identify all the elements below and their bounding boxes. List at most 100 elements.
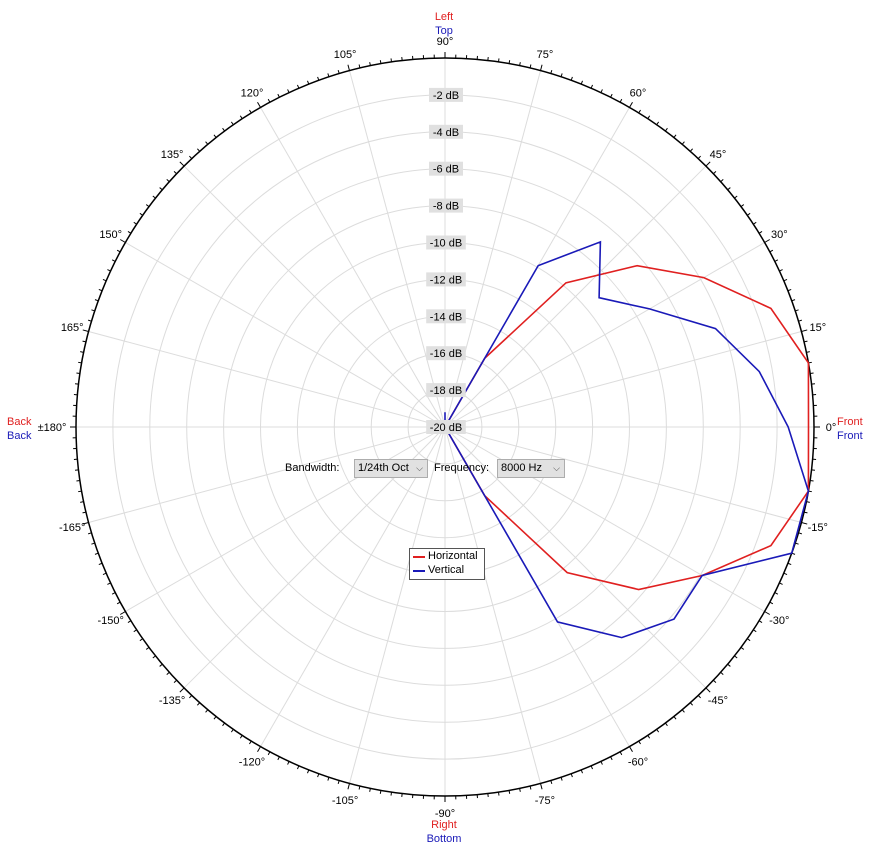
minor-tick [753,221,757,225]
radial-labels: -2 dB -4 dB -6 dB -8 dB -10 dB -12 dB -14 dB -1… [426,87,466,434]
frequency-dropdown[interactable]: 8000 Hz ⌵ [497,459,565,478]
major-tick [540,783,543,790]
radial-tick-label: -4 dB [433,127,459,139]
angle-tick-label: -120° [239,756,265,768]
radial-tick-label: -20 dB [430,422,462,434]
series-vertical [439,240,810,639]
minor-tick [769,249,774,253]
angle-tick-label: 105° [334,49,357,61]
grid-spoke [349,426,446,784]
minor-tick [803,511,808,514]
minor-tick [519,788,521,792]
chevron-down-icon: ⌵ [416,463,423,473]
radial-label-bg [429,161,463,176]
bandwidth-dropdown[interactable]: 1/24th Oct ⌵ [354,459,428,478]
minor-tick [166,671,170,676]
minor-tick [600,761,603,765]
minor-tick [297,765,300,770]
minor-tick [550,780,553,784]
radial-label-bg [426,420,466,434]
minor-tick [213,134,217,138]
minor-tick [369,62,371,66]
minor-tick [689,702,694,706]
direction-label: Front [837,416,863,428]
minor-tick [798,319,802,322]
minor-tick [713,679,717,683]
minor-tick [145,646,150,650]
minor-tick [753,629,757,633]
angle-tick-label: 165° [61,322,84,334]
minor-tick [327,73,330,77]
minor-tick [795,309,799,312]
minor-tick [560,73,563,77]
minor-tick [727,663,731,667]
minor-tick [795,542,799,545]
minor-tick [98,289,103,292]
grid-spoke [444,426,707,689]
grid [75,57,815,797]
radial-tick-label: -12 dB [430,274,462,286]
grid-spoke [88,331,446,428]
minor-tick [205,709,209,713]
minor-tick [647,115,651,119]
minor-tick [358,785,361,790]
minor-tick [94,552,99,555]
angle-tick-label: -30° [769,615,789,627]
major-tick [764,611,771,615]
minor-tick [80,501,84,503]
direction-label: Front [837,430,863,442]
minor-tick [681,141,685,145]
legend: Horizontal Vertical [409,548,485,580]
major-tick [347,64,350,71]
minor-tick [159,187,163,191]
minor-tick [664,722,668,727]
angle-tick-label: -165° [59,522,85,534]
minor-tick [173,171,177,175]
minor-tick [713,171,717,175]
grid-spoke [444,426,802,523]
minor-tick [307,80,310,85]
legend-item-vertical: Vertical [410,563,484,577]
minor-tick [638,109,641,114]
grid-spoke [444,165,707,428]
minor-tick [580,769,583,774]
minor-tick [697,695,701,699]
major-tick [82,522,89,525]
angle-tick-label: 150° [99,229,122,241]
radial-label-bg [429,124,463,139]
minor-tick [213,716,217,720]
angle-tick-label: 30° [771,229,788,241]
grid-spoke [444,426,541,784]
minor-tick [720,178,724,183]
minor-tick [152,655,156,659]
minor-tick [673,716,677,720]
major-tick [347,783,350,790]
minor-tick [80,351,84,353]
minor-tick [82,340,87,343]
minor-tick [664,127,668,132]
minor-tick [508,790,511,794]
minor-tick [740,646,745,650]
minor-tick [379,60,382,64]
chevron-down-icon: ⌵ [553,463,560,473]
major-tick [764,239,771,243]
minor-tick [529,64,532,69]
radial-label-bg [426,346,466,361]
minor-tick [267,751,271,756]
series-lines [439,240,810,639]
radial-tick-label: -2 dB [433,90,459,102]
minor-tick [139,212,144,216]
angle-tick-label: -90° [435,808,455,820]
minor-tick [600,89,603,93]
minor-tick [159,663,163,667]
minor-tick [88,532,92,535]
angle-labels: 90° 75° 60° 45° 30° 15° 0° -15° -30° -45° -60° -75°… [38,36,837,820]
minor-tick [249,109,252,114]
minor-tick [133,221,137,225]
minor-tick [76,479,80,482]
minor-tick [317,76,320,81]
minor-tick [560,777,563,781]
minor-tick [297,84,300,89]
grid-spoke [349,70,446,428]
